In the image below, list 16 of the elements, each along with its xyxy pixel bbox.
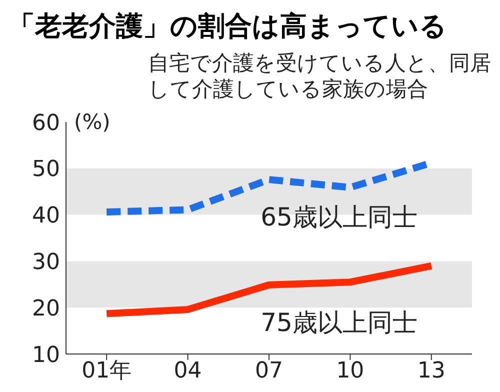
- chart-title: 「老老介護」の割合は高まっている: [8, 10, 447, 44]
- y-tick-label: 60: [32, 110, 60, 136]
- y-tick-label: 50: [32, 157, 60, 182]
- x-tick-label: 01年: [82, 358, 132, 384]
- x-tick-label: 10: [336, 358, 364, 384]
- y-tick-label: 40: [32, 204, 60, 229]
- y-tick-label: 20: [32, 296, 60, 322]
- y-axis-title: (%): [74, 110, 110, 134]
- series-label: 65歳以上同士: [260, 202, 418, 232]
- x-tick-label: 04: [174, 358, 202, 384]
- x-tick-label: 07: [255, 358, 283, 384]
- y-tick-label: 30: [32, 250, 60, 276]
- x-tick-label: 13: [417, 358, 446, 384]
- chart-subtitle: 自宅で介護を受けている人と、同居して介護している家族の場合: [148, 50, 492, 102]
- series-label: 75歳以上同士: [260, 308, 418, 337]
- y-tick-label: 10: [32, 342, 60, 368]
